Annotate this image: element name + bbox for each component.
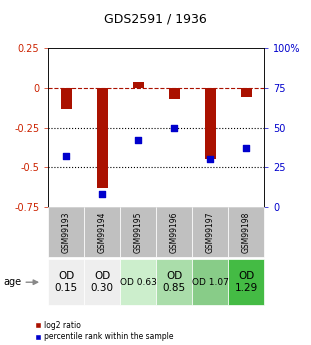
Bar (48, 259, 84, 305)
Bar (192, 207, 228, 257)
Text: OD
1.29: OD 1.29 (235, 271, 258, 293)
Point (64, 154, 69, 159)
Text: GSM99197: GSM99197 (206, 211, 215, 253)
Bar (205, 88, 216, 159)
Bar (156, 207, 192, 257)
Bar (156, 259, 192, 305)
Text: GSM99198: GSM99198 (242, 211, 251, 253)
Text: OD
0.15: OD 0.15 (55, 271, 78, 293)
Text: age: age (3, 277, 21, 287)
Legend: log2 ratio, percentile rank within the sample: log2 ratio, percentile rank within the s… (35, 321, 174, 341)
Bar (241, 88, 252, 98)
Bar (97, 88, 108, 188)
Bar (120, 259, 156, 305)
Text: OD
0.85: OD 0.85 (163, 271, 186, 293)
Bar (192, 259, 228, 305)
Text: GSM99195: GSM99195 (134, 211, 143, 253)
Point (100, 191, 105, 197)
Text: OD 1.07: OD 1.07 (192, 277, 229, 287)
Bar (228, 207, 264, 257)
Bar (133, 82, 144, 88)
Point (244, 146, 249, 151)
Point (208, 157, 213, 162)
Bar (84, 207, 120, 257)
Text: GDS2591 / 1936: GDS2591 / 1936 (104, 12, 207, 25)
Bar (228, 259, 264, 305)
Bar (61, 88, 72, 109)
Bar (84, 259, 120, 305)
Bar (48, 207, 84, 257)
Text: GSM99193: GSM99193 (62, 211, 71, 253)
Point (172, 125, 177, 130)
Bar (120, 207, 156, 257)
Point (136, 138, 141, 143)
Text: OD
0.30: OD 0.30 (91, 271, 114, 293)
Text: GSM99196: GSM99196 (170, 211, 179, 253)
Text: GSM99194: GSM99194 (98, 211, 107, 253)
Text: OD 0.63: OD 0.63 (120, 277, 157, 287)
Bar (169, 88, 180, 99)
